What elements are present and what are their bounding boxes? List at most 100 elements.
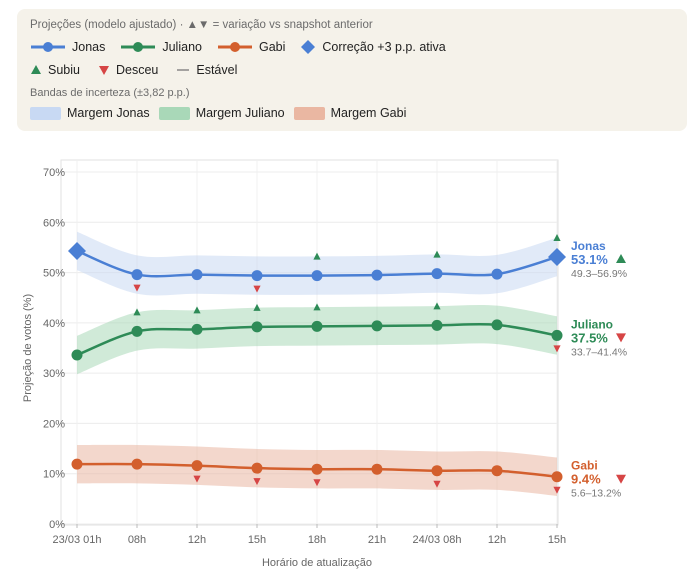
legend-bands-row: Margem Jonas Margem Juliano Margem Gabi [30,106,415,120]
legend-label-correction: Correção +3 p.p. ativa [322,40,446,54]
y-tick-label: 40% [43,318,65,330]
legend-label-down: Desceu [115,63,159,77]
band-swatch [158,106,190,120]
dash-icon [177,69,190,71]
band-label-gabi: Margem Gabi [330,106,407,120]
line-dot-icon [31,42,65,52]
point-jonas [131,269,143,281]
series-markers [68,233,566,494]
line-dot-icon [217,42,252,52]
end-label-name: Juliano [571,317,613,331]
end-label-value: 53.1% [571,252,608,267]
legend-item-stable: Estável [176,63,237,77]
legend-label-gabi: Gabi [258,40,286,54]
y-tick-label: 20% [43,418,65,430]
point-juliano [551,329,563,341]
point-juliano [251,321,263,333]
end-label-range: 5.6–13.2% [571,488,621,500]
legend-label-up: Subiu [48,63,80,77]
change-down-marker [133,284,141,292]
point-juliano [491,319,503,331]
change-down-marker [553,486,561,494]
legend-item-down: Desceu [98,63,158,77]
x-tick-label: 12h [188,534,206,546]
x-tick-label: 24/03 08h [413,534,462,546]
end-label-range: 33.7–41.4% [571,346,627,358]
point-jonas [491,268,503,280]
change-up-marker [433,250,441,258]
triangle-up-icon [31,65,41,74]
legend-label-jonas: Jonas [72,40,106,54]
end-change-down-icon [616,474,626,484]
y-tick-label: 50% [43,268,65,280]
end-change-up-icon [616,253,626,263]
end-label-value: 9.4% [571,472,601,487]
legend-item-gabi[interactable]: Gabi [217,40,285,54]
point-gabi [431,465,443,477]
legend-label-stable: Estável [196,63,238,77]
point-juliano [191,323,203,335]
legend-band-juliano[interactable]: Margem Juliano [158,106,285,120]
change-down-marker [553,345,561,353]
y-tick-label: 30% [43,368,65,380]
y-tick-label: 0% [49,519,65,531]
point-jonas [191,269,203,281]
y-axis-label: Projeção de votos (%) [22,294,34,402]
point-gabi [191,460,203,472]
end-label-range: 49.3–56.9% [571,268,627,280]
end-change-down-icon [616,333,626,343]
change-up-marker [553,233,561,241]
band-swatch [293,106,325,120]
point-jonas [431,268,443,280]
bands-title: Bandas de incerteza (±3,82 p.p.) [30,87,190,99]
change-down-marker [433,480,441,488]
legend-series-row: Jonas Juliano Gabi Correção +3 p.p. ativ… [30,39,461,55]
point-gabi [551,471,563,483]
change-down-marker [313,479,321,487]
end-label-value: 37.5% [571,330,608,345]
point-juliano [311,320,323,332]
point-gabi [491,465,503,477]
x-tick-label: 15h [248,534,266,546]
legend-band-gabi[interactable]: Margem Gabi [293,106,407,120]
legend-change-row: Subiu Desceu Estável [30,63,252,77]
end-label-name: Gabi [571,459,598,473]
y-tick-label: 70% [43,167,65,179]
point-jonas [371,269,383,281]
projection-chart: 0% 10% 20% 30% 40% 50% 60% 70% 23/03 01h 08h 12h 15… [22,159,627,569]
legend-item-jonas[interactable]: Jonas [30,40,105,54]
end-label-name: Jonas [571,239,606,253]
point-juliano [131,325,143,337]
x-tick-label: 18h [308,534,326,546]
line-dot-icon [121,42,156,52]
x-axis-label: Horário de atualização [262,557,372,569]
legend-band-jonas[interactable]: Margem Jonas [30,106,150,120]
band-swatch [30,106,61,120]
band-label-juliano: Margem Juliano [195,106,285,120]
band-label-jonas: Margem Jonas [67,106,150,120]
point-jonas [251,270,263,282]
y-tick-label: 10% [43,469,65,481]
triangle-down-icon [98,66,109,75]
point-gabi [251,462,263,474]
change-up-marker [253,303,261,311]
x-tick-label: 12h [488,534,506,546]
change-up-marker [193,306,201,314]
change-up-marker [133,308,141,316]
legend-item-juliano[interactable]: Juliano [120,40,202,54]
point-juliano [431,319,443,331]
change-down-marker [193,475,201,483]
x-tick-label: 15h [548,534,566,546]
change-down-marker [253,285,261,293]
point-gabi [71,458,83,470]
point-gabi [131,458,143,470]
point-gabi [311,463,323,475]
legend-panel: Projeções (modelo ajustado) · ▲▼ = varia… [17,9,687,131]
point-diamond-jonas [548,247,566,266]
x-tick-label: 21h [368,534,386,546]
point-jonas [311,270,323,282]
change-up-marker [433,302,441,310]
change-down-marker [253,478,261,486]
y-tick-label: 60% [43,217,65,229]
